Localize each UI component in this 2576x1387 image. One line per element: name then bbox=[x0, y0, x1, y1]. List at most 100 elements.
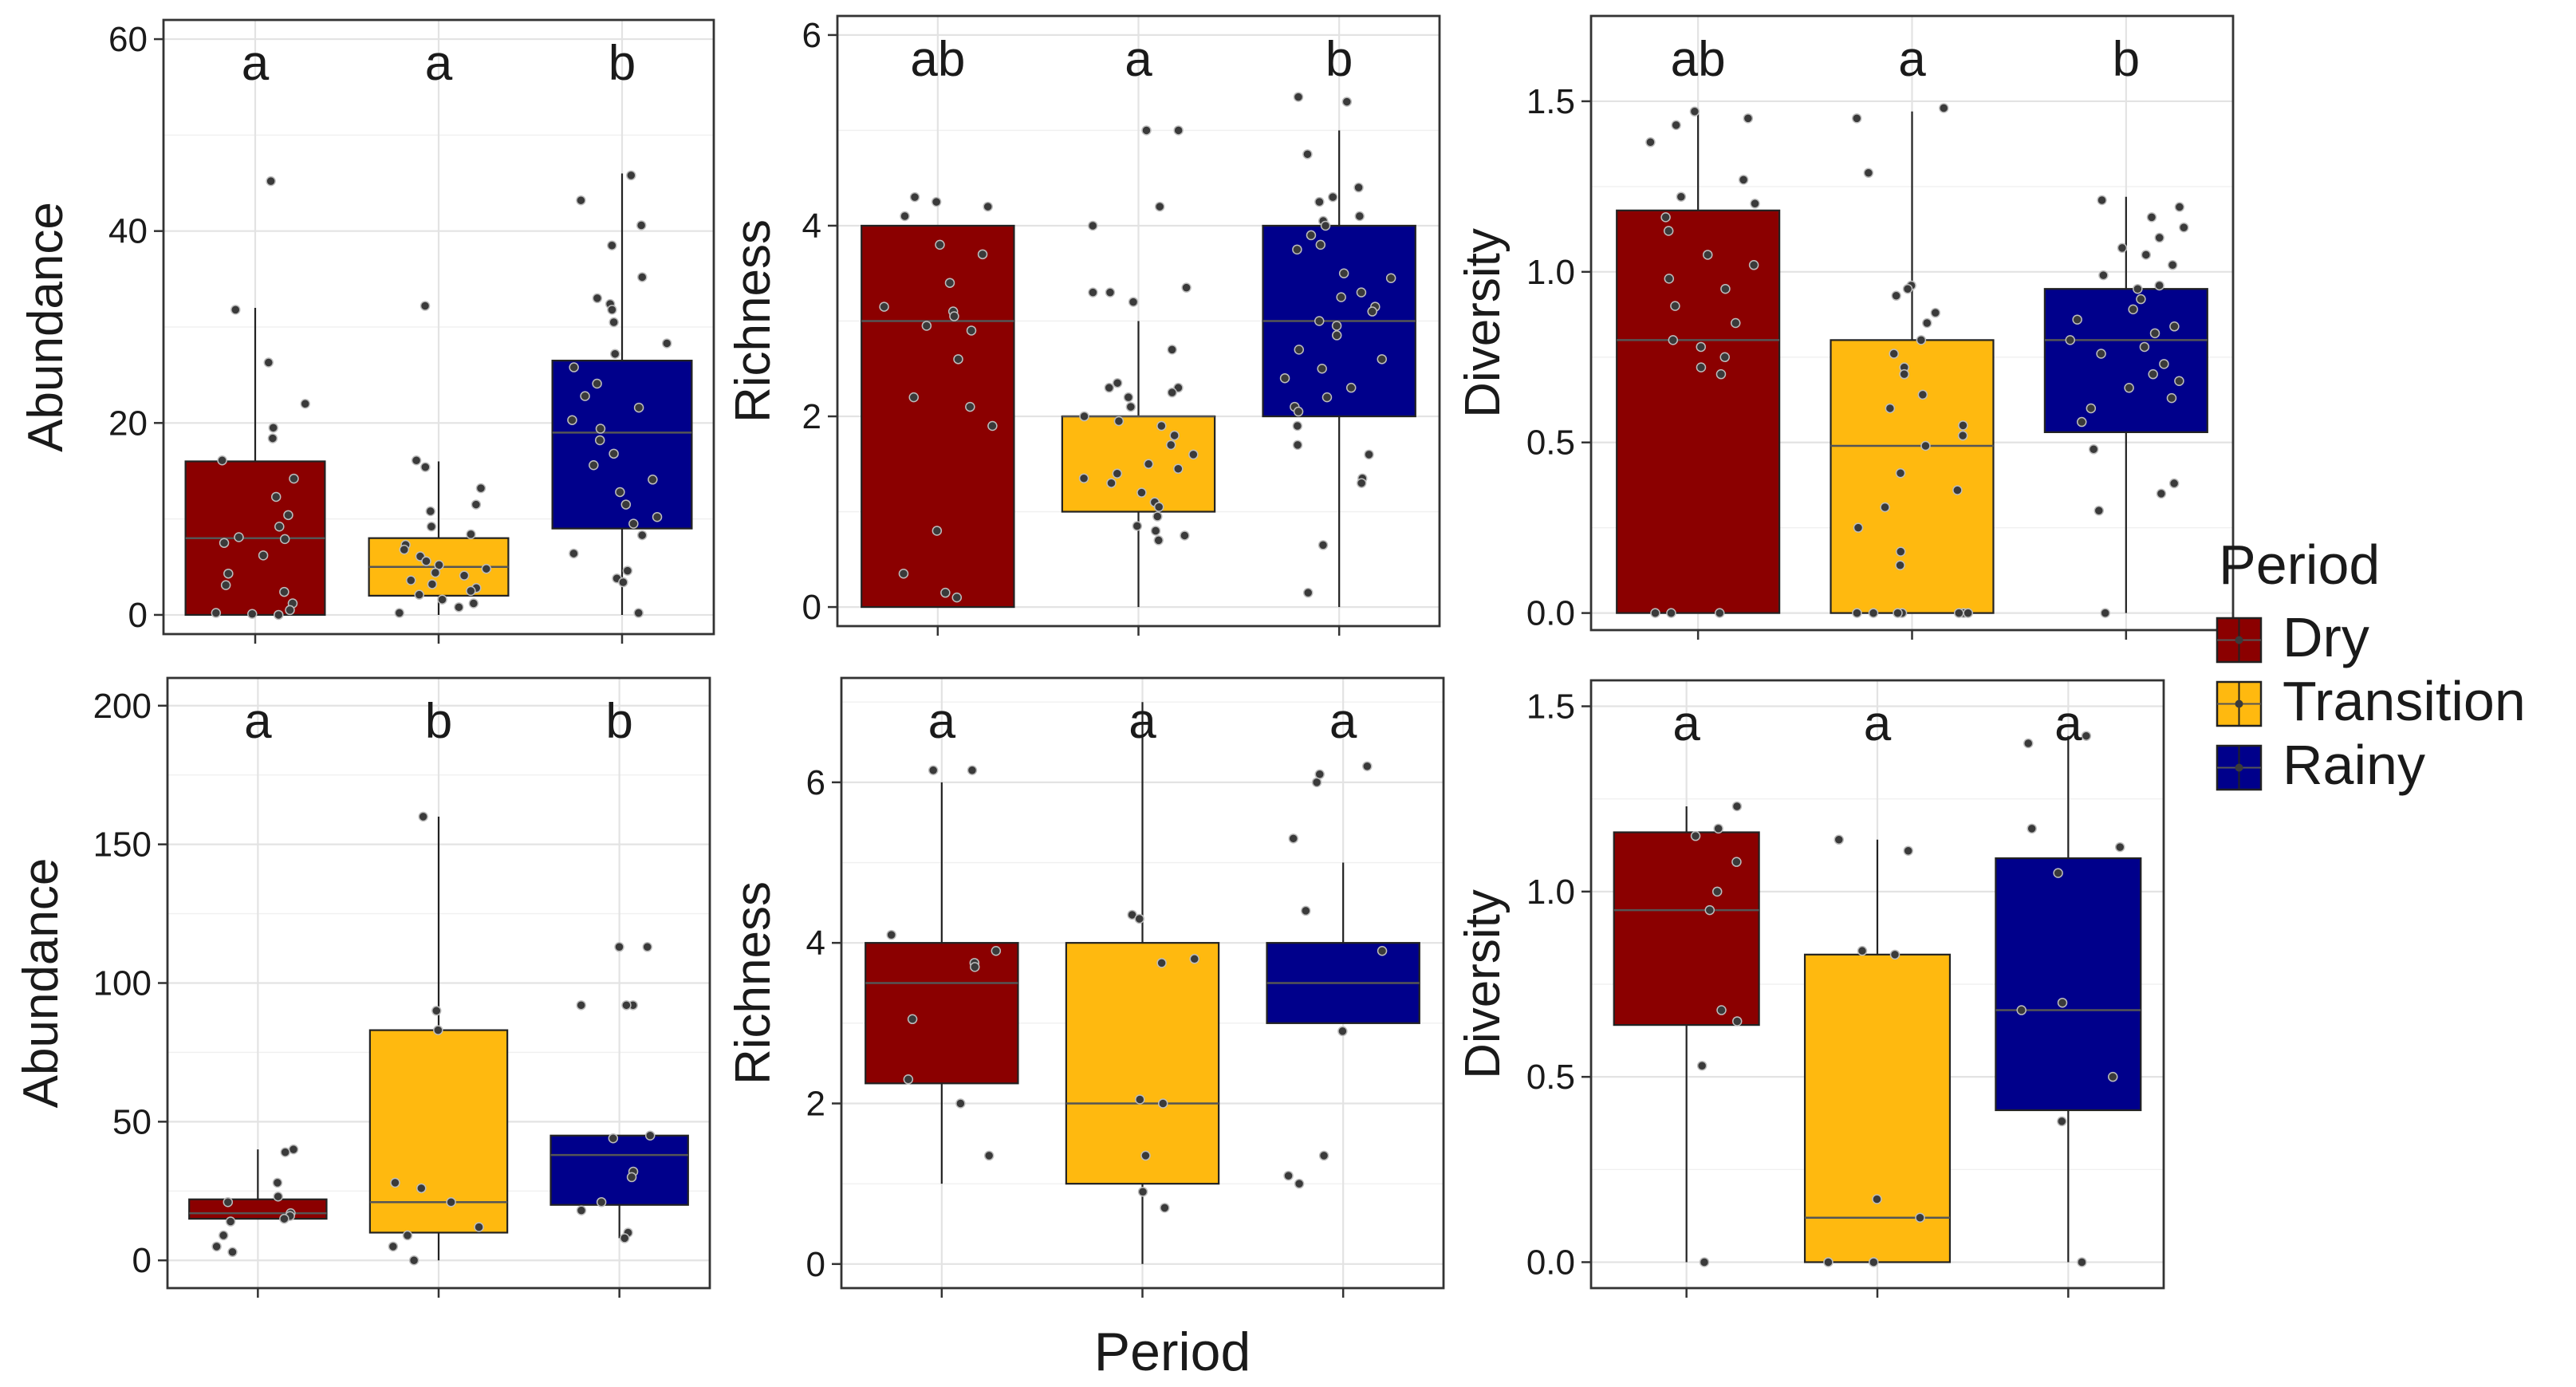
data-point bbox=[965, 401, 975, 412]
y-tick-label: 50 bbox=[112, 1102, 152, 1141]
data-point bbox=[1650, 608, 1660, 618]
data-point bbox=[940, 587, 951, 598]
data-point bbox=[230, 305, 241, 315]
box-iqr bbox=[1830, 339, 1995, 614]
data-point bbox=[1294, 1178, 1305, 1189]
box-transition: a bbox=[368, 36, 510, 618]
y-tick-label: 0 bbox=[132, 1241, 152, 1280]
box-rainy: b bbox=[1262, 32, 1416, 608]
data-point bbox=[1920, 440, 1931, 451]
data-point bbox=[2096, 349, 2106, 359]
data-point bbox=[2141, 250, 2152, 260]
significance-letter: a bbox=[244, 694, 272, 749]
data-point bbox=[1748, 260, 1759, 270]
data-point bbox=[1188, 449, 1199, 460]
data-point bbox=[234, 532, 244, 542]
data-point bbox=[267, 433, 278, 443]
data-point bbox=[1181, 282, 1191, 293]
box-dry: a bbox=[1613, 696, 1760, 1267]
data-point bbox=[900, 211, 910, 222]
data-point bbox=[1719, 352, 1730, 363]
data-point bbox=[2088, 444, 2099, 455]
data-point bbox=[1318, 1150, 1329, 1161]
data-point bbox=[1078, 473, 1089, 483]
panel-border bbox=[836, 14, 1441, 628]
data-point bbox=[1666, 608, 1676, 618]
data-point bbox=[2133, 283, 2143, 294]
data-point bbox=[475, 483, 486, 494]
data-point bbox=[279, 1213, 290, 1224]
data-point bbox=[1716, 1005, 1727, 1015]
data-point bbox=[652, 511, 663, 522]
data-point bbox=[935, 239, 945, 250]
data-point bbox=[1356, 478, 1367, 488]
data-point bbox=[1152, 511, 1163, 522]
data-point bbox=[620, 499, 632, 510]
data-point bbox=[1288, 833, 1298, 844]
data-point bbox=[983, 1150, 995, 1161]
box-transition: a bbox=[1065, 694, 1220, 1264]
data-point bbox=[1135, 1094, 1145, 1105]
data-point bbox=[217, 455, 227, 466]
data-point bbox=[636, 220, 647, 231]
data-point bbox=[644, 1130, 656, 1141]
data-point bbox=[1156, 958, 1167, 968]
y-tick-label: 0.0 bbox=[1526, 1243, 1575, 1282]
data-point bbox=[1671, 120, 1681, 131]
data-point bbox=[426, 522, 437, 532]
y-tick-label: 1.5 bbox=[1526, 688, 1575, 727]
data-point bbox=[607, 240, 617, 250]
data-point bbox=[2065, 335, 2076, 345]
data-point bbox=[1123, 392, 1134, 403]
data-point bbox=[1167, 387, 1177, 398]
data-point bbox=[2124, 383, 2134, 393]
data-point bbox=[1160, 1203, 1170, 1213]
data-point bbox=[411, 455, 422, 466]
data-point bbox=[1916, 335, 1927, 345]
data-point bbox=[1106, 478, 1117, 488]
data-point bbox=[1173, 125, 1184, 136]
data-point bbox=[1385, 273, 1396, 283]
data-point bbox=[1320, 220, 1331, 231]
data-point bbox=[594, 435, 605, 446]
significance-letter: ab bbox=[1671, 32, 1726, 87]
data-point bbox=[1857, 945, 1868, 956]
data-point bbox=[1731, 857, 1742, 867]
data-point bbox=[466, 529, 476, 540]
significance-letter: a bbox=[425, 36, 453, 91]
data-point bbox=[1283, 1170, 1294, 1181]
data-point bbox=[1917, 389, 1928, 400]
box-rainy: b bbox=[551, 36, 693, 618]
data-point bbox=[300, 399, 310, 409]
data-point bbox=[1318, 540, 1329, 550]
panel-1: 0 20 40 60 Abundance a a b bbox=[18, 18, 715, 644]
significance-letter: b bbox=[609, 36, 636, 91]
data-point bbox=[218, 1230, 229, 1241]
significance-letter: ab bbox=[910, 32, 965, 87]
x-axis-title: Period bbox=[1094, 1322, 1251, 1382]
data-point bbox=[471, 499, 482, 510]
box-iqr bbox=[1061, 415, 1216, 513]
box-iqr bbox=[2043, 288, 2208, 433]
data-point bbox=[1293, 92, 1304, 102]
y-tick-label: 4 bbox=[806, 924, 825, 963]
data-point bbox=[944, 278, 955, 288]
y-axis-title: Abundance bbox=[14, 858, 69, 1109]
data-point bbox=[589, 460, 599, 471]
data-point bbox=[1704, 904, 1715, 916]
significance-letter: b bbox=[425, 694, 452, 749]
data-point bbox=[1730, 317, 1741, 329]
box-dry: ab bbox=[861, 32, 1015, 609]
data-point bbox=[2027, 823, 2037, 834]
data-point bbox=[1180, 530, 1190, 541]
data-point bbox=[1189, 954, 1199, 964]
data-point bbox=[1165, 439, 1176, 451]
data-point bbox=[2098, 270, 2109, 281]
data-point bbox=[1668, 335, 1679, 345]
data-point bbox=[390, 1177, 400, 1188]
data-point bbox=[1311, 777, 1322, 788]
data-point bbox=[459, 570, 470, 581]
data-point bbox=[2016, 1005, 2027, 1015]
y-tick-label: 20 bbox=[108, 404, 148, 443]
